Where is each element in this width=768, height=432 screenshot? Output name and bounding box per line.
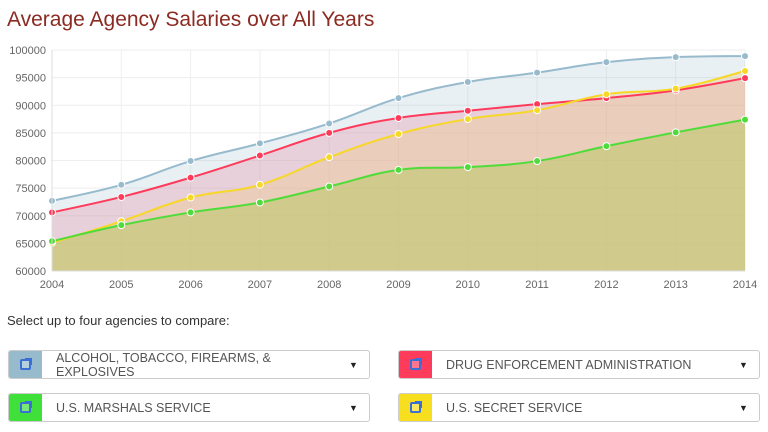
data-point-dea <box>325 128 334 137</box>
x-tick-label: 2012 <box>594 279 618 291</box>
x-tick-label: 2014 <box>733 279 757 291</box>
caret-down-icon: ▼ <box>739 402 748 413</box>
data-point-usms <box>325 182 334 191</box>
data-point-dea <box>186 173 195 182</box>
caret-down-icon: ▼ <box>739 359 748 370</box>
agency-select-1[interactable]: ALCOHOL, TOBACCO, FIREARMS, & EXPLOSIVES… <box>8 350 370 379</box>
y-tick-label: 60000 <box>15 266 46 278</box>
data-point-usss <box>741 66 749 75</box>
data-point-usss <box>394 129 403 138</box>
data-point-atf <box>533 68 542 77</box>
data-point-dea <box>255 151 264 160</box>
data-point-usms <box>117 221 126 230</box>
y-tick-label: 80000 <box>15 156 46 168</box>
data-point-atf <box>186 157 195 166</box>
data-point-dea <box>117 192 126 201</box>
data-point-atf <box>671 53 680 62</box>
data-point-usss <box>325 153 334 162</box>
x-tick-label: 2009 <box>386 279 410 291</box>
y-tick-label: 100000 <box>9 45 46 57</box>
data-point-atf <box>325 119 334 128</box>
agency-select-value: DRUG ENFORCEMENT ADMINISTRATION <box>446 357 692 372</box>
x-tick-label: 2005 <box>109 279 133 291</box>
data-point-dea <box>463 106 472 115</box>
external-link-icon[interactable] <box>410 401 422 413</box>
y-tick-label: 75000 <box>15 183 46 195</box>
data-point-atf <box>394 94 403 103</box>
data-point-usms <box>255 198 264 207</box>
data-point-usss <box>463 115 472 124</box>
salary-chart: 60000 65000 70000 75000 80000 85000 90000 95000… <box>9 45 757 291</box>
data-point-usss <box>671 84 680 93</box>
agency-select-2[interactable]: DRUG ENFORCEMENT ADMINISTRATION ▼ <box>398 350 760 379</box>
x-tick-label: 2004 <box>40 279 64 291</box>
data-point-dea <box>741 74 749 83</box>
data-point-usss <box>255 180 264 189</box>
data-point-atf <box>463 78 472 87</box>
x-tick-label: 2013 <box>663 279 687 291</box>
x-tick-label: 2007 <box>248 279 272 291</box>
x-tick-label: 2011 <box>525 279 549 291</box>
data-point-usms <box>602 142 611 151</box>
x-tick-label: 2008 <box>317 279 341 291</box>
data-point-atf <box>255 139 264 148</box>
y-tick-label: 85000 <box>15 128 46 140</box>
data-point-usms <box>186 208 195 217</box>
x-tick-label: 2006 <box>178 279 202 291</box>
caret-down-icon: ▼ <box>349 402 358 413</box>
series-area-usms <box>52 119 745 272</box>
x-tick-label: 2010 <box>456 279 480 291</box>
data-point-usms <box>533 157 542 166</box>
data-point-atf <box>741 52 749 61</box>
external-link-icon[interactable] <box>410 358 422 370</box>
color-swatch <box>9 351 42 378</box>
agency-select-value: U.S. SECRET SERVICE <box>446 400 583 415</box>
agency-select-3[interactable]: U.S. MARSHALS SERVICE ▼ <box>8 393 370 422</box>
external-link-icon[interactable] <box>20 401 32 413</box>
agency-select-value: U.S. MARSHALS SERVICE <box>56 400 211 415</box>
data-point-usms <box>394 165 403 174</box>
data-point-usms <box>463 163 472 172</box>
data-point-usms <box>741 115 749 124</box>
agency-select-4[interactable]: U.S. SECRET SERVICE ▼ <box>398 393 760 422</box>
y-tick-label: 70000 <box>15 211 46 223</box>
color-swatch <box>399 351 432 378</box>
y-tick-label: 90000 <box>15 100 46 112</box>
agency-select-prompt: Select up to four agencies to compare: <box>7 313 230 328</box>
external-link-icon[interactable] <box>20 358 32 370</box>
y-tick-label: 95000 <box>15 73 46 85</box>
agency-select-value: ALCOHOL, TOBACCO, FIREARMS, & EXPLOSIVES <box>56 350 271 379</box>
data-point-atf <box>117 180 126 189</box>
caret-down-icon: ▼ <box>349 359 358 370</box>
data-point-dea <box>394 113 403 122</box>
y-tick-label: 65000 <box>15 238 46 250</box>
data-point-usms <box>671 128 680 137</box>
color-swatch <box>9 394 42 421</box>
data-point-atf <box>602 58 611 67</box>
chart-title: Average Agency Salaries over All Years <box>7 8 375 31</box>
color-swatch <box>399 394 432 421</box>
data-point-usss <box>602 90 611 99</box>
data-point-usss <box>186 193 195 202</box>
data-point-usss <box>533 106 542 115</box>
